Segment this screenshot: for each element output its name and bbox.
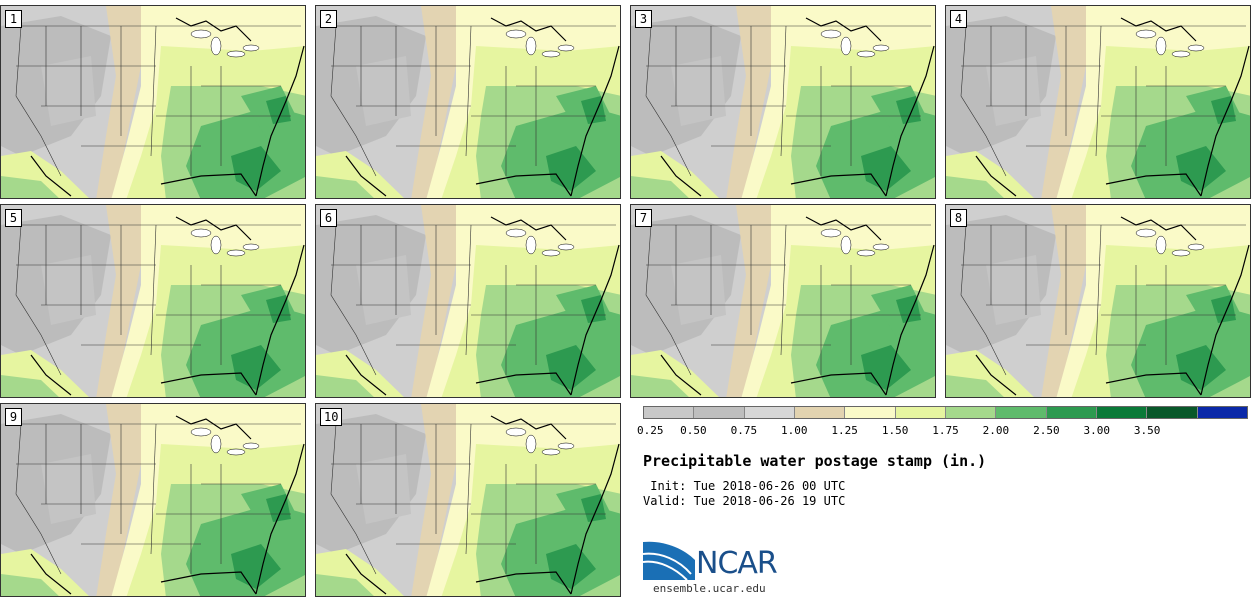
precip-water-map (316, 205, 620, 397)
member-number-label: 5 (5, 209, 22, 227)
colorbar-swatch (694, 407, 745, 418)
colorbar-swatch (1147, 407, 1198, 418)
precip-water-map (1, 6, 305, 198)
map-panel-9: 9 (0, 403, 306, 597)
colorbar-tick-label: 1.00 (781, 424, 808, 437)
colorbar-tick-label: 1.50 (881, 424, 909, 437)
precip-water-map (946, 6, 1250, 198)
member-number-label: 4 (950, 10, 967, 28)
member-number-label: 9 (5, 408, 22, 426)
colorbar-swatch (644, 407, 695, 418)
map-panel-2: 2 (315, 5, 621, 199)
map-panel-6: 6 (315, 204, 621, 398)
map-panel-5: 5 (0, 204, 306, 398)
precip-water-map (631, 6, 935, 198)
colorbar-tick-label: 2.00 (982, 424, 1010, 437)
colorbar-swatch (945, 407, 997, 418)
member-number-label: 6 (320, 209, 337, 227)
logo-url: ensemble.ucar.edu (653, 582, 766, 595)
init-time: Init: Tue 2018-06-26 00 UTC (643, 479, 846, 493)
map-panel-8: 8 (945, 204, 1251, 398)
colorbar-tick-label: 1.75 (932, 424, 959, 437)
member-number-label: 10 (320, 408, 343, 426)
precip-water-map (631, 205, 935, 397)
precip-water-map (316, 404, 620, 596)
colorbar-swatch (996, 407, 1047, 418)
colorbar-swatch (1046, 407, 1097, 418)
colorbar-tick-label: 3.00 (1083, 424, 1111, 437)
colorbar-tick-label: 2.50 (1033, 424, 1060, 437)
precip-water-map (946, 205, 1250, 397)
map-panel-4: 4 (945, 5, 1251, 199)
map-panel-10: 10 (315, 403, 621, 597)
map-panel-7: 7 (630, 204, 936, 398)
time-info: Init: Tue 2018-06-26 00 UTC Valid: Tue 20… (643, 479, 845, 509)
colorbar-tick-label: 0.75 (730, 424, 758, 437)
valid-time: Valid: Tue 2018-06-26 19 UTC (643, 494, 846, 508)
colorbar-ticks: 0.25 0.50 0.75 1.00 1.25 1.50 1.75 2.00 2.50 3.00… (637, 424, 1248, 438)
precip-water-map (316, 6, 620, 198)
colorbar-swatch (1197, 407, 1247, 418)
colorbar-tick-label: 0.25 (637, 424, 664, 437)
member-number-label: 2 (320, 10, 337, 28)
colorbar (643, 406, 1248, 419)
map-panel-1: 1 (0, 5, 306, 199)
colorbar-tick-label: 3.50 (1133, 424, 1161, 437)
precip-water-map (1, 205, 305, 397)
colorbar-swatch (744, 407, 795, 418)
map-panel-3: 3 (630, 5, 936, 199)
logo-text: NCAR (696, 546, 778, 581)
ncar-logo-icon (643, 541, 695, 581)
colorbar-tick-label: 1.25 (831, 424, 858, 437)
colorbar-tick-label: 0.50 (680, 424, 707, 437)
chart-title: Precipitable water postage stamp (in.) (643, 452, 987, 470)
member-number-label: 3 (635, 10, 652, 28)
colorbar-swatch (794, 407, 846, 418)
member-number-label: 7 (635, 209, 652, 227)
precip-water-map (1, 404, 305, 596)
colorbar-swatch (1096, 407, 1148, 418)
member-number-label: 8 (950, 209, 967, 227)
member-number-label: 1 (5, 10, 22, 28)
colorbar-swatch (895, 407, 946, 418)
colorbar-swatch (845, 407, 896, 418)
